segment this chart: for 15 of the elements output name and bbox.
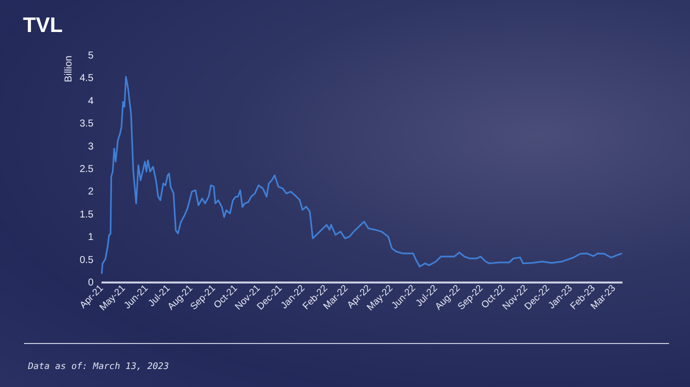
y-tick-label: 1.5 xyxy=(80,209,94,220)
y-tick-label: 4.5 xyxy=(80,73,94,84)
chart-title: TVL xyxy=(23,14,63,37)
text: Data as of: March 13, 2023 xyxy=(28,362,169,372)
y-tick-label: 2.5 xyxy=(80,164,94,175)
y-tick-label: 2 xyxy=(88,186,94,198)
y-tick-label: 3.5 xyxy=(80,118,94,130)
y-tick-label: 4 xyxy=(88,96,94,107)
line-series xyxy=(100,76,623,275)
y-tick-label: 3 xyxy=(88,141,94,152)
y-tick-label: 0 xyxy=(88,278,94,288)
y-tick-label: 0.5 xyxy=(80,254,94,266)
y-tick-label: 5 xyxy=(88,50,94,62)
y-axis-title: Billion xyxy=(64,56,75,82)
y-tick-label: 1 xyxy=(88,232,94,244)
